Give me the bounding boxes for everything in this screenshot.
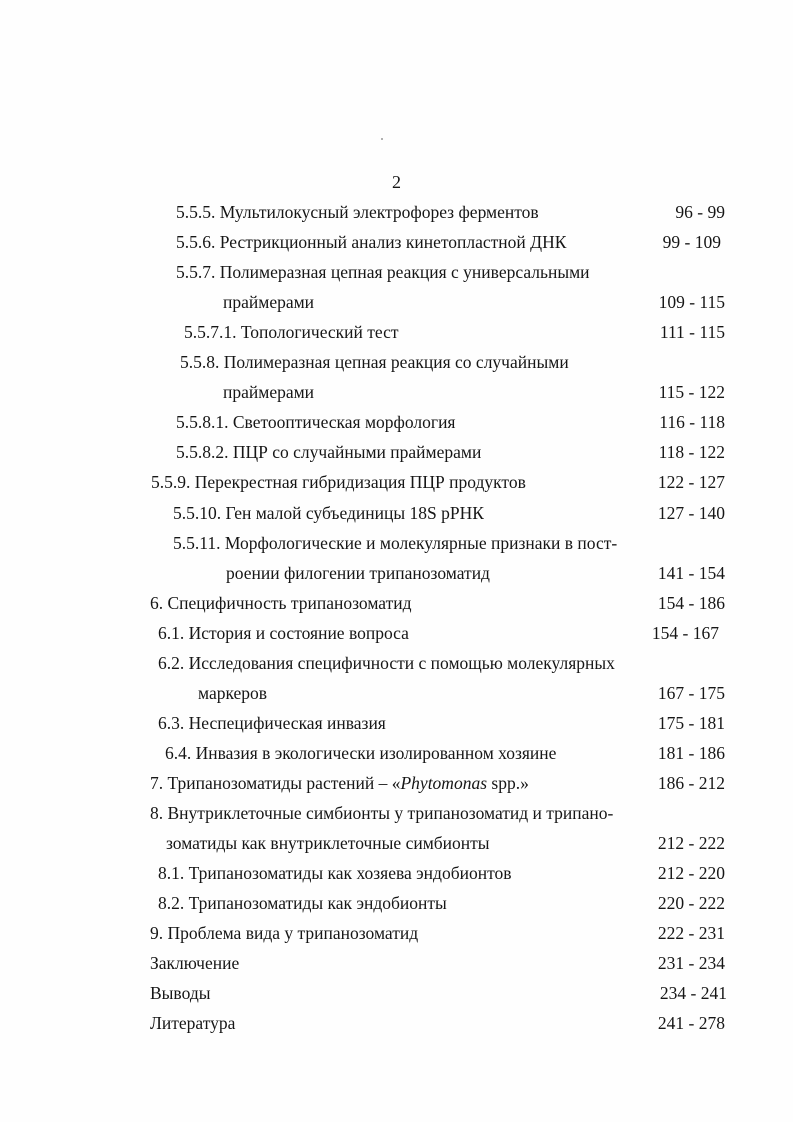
toc-entry-title: праймерами xyxy=(223,381,314,403)
toc-entry-text: Выводы xyxy=(150,983,211,1004)
toc-entry-text: 6.1. История и состояние вопроса xyxy=(158,622,409,643)
toc-entry-title: Заключение xyxy=(150,952,239,974)
toc-entry-title: 5.5.7.1. Топологический тест xyxy=(184,321,399,343)
toc-entry-text: роении филогении трипанозоматид xyxy=(226,562,490,583)
toc-entry-pages: 111 - 115 xyxy=(659,322,725,343)
toc-entry-pages: 116 - 118 xyxy=(659,412,725,433)
toc-entry-title: 5.5.10. Ген малой субъединицы 18S рРНК xyxy=(173,502,484,524)
toc-entry-title: 5.5.5. Мультилокусный электрофорез ферме… xyxy=(176,201,539,223)
toc-entry-pages: 154 - 186 xyxy=(657,592,725,613)
toc-entry-text: 5.5.10. Ген малой субъединицы 18S рРНК xyxy=(173,502,484,523)
toc-entry-pages: 231 - 234 xyxy=(657,953,725,974)
toc-entry-text: 5.5.8.2. ПЦР со случайными праймерами xyxy=(176,442,482,463)
toc-entry-pages: 181 - 186 xyxy=(657,742,725,763)
toc-entry-pages: 234 - 241 xyxy=(659,983,727,1004)
toc-entry-text: маркеров xyxy=(198,682,268,703)
toc-entry-text: 6. Специфичность трипанозоматид xyxy=(150,592,412,613)
toc-entry-text: 5.5.9. Перекрестная гибридизация ПЦР про… xyxy=(151,472,526,493)
toc-entry-title: 9. Проблема вида у трипанозоматид xyxy=(150,922,418,944)
toc-entry-title: маркеров xyxy=(198,682,267,704)
toc-entry-title: 5.5.6. Рестрикционный анализ кинетопласт… xyxy=(176,231,566,253)
toc-entry-text: зоматиды как внутриклеточные симбионты xyxy=(166,833,490,854)
toc-entry-pages: 154 - 167 xyxy=(651,622,719,643)
toc-entry-text: Литература xyxy=(150,1013,236,1034)
toc-entry-title: 5.5.9. Перекрестная гибридизация ПЦР про… xyxy=(151,471,526,493)
toc-entry-pages: 127 - 140 xyxy=(657,502,725,523)
toc-entry-text: 8. Внутриклеточные симбионты у трипанозо… xyxy=(150,803,614,823)
toc-entry-pages: 175 - 181 xyxy=(657,712,725,733)
toc-entry-title: 5.5.11. Морфологические и молекулярные п… xyxy=(173,532,617,554)
toc-entry-text: Заключение xyxy=(150,953,240,974)
toc-entry-text: 5.5.5. Мультилокусный электрофорез ферме… xyxy=(176,202,539,222)
toc-entry-title: 8.1. Трипанозоматиды как хозяева эндобио… xyxy=(158,862,512,884)
toc-entry-pages: 212 - 222 xyxy=(657,833,725,854)
toc-entry-title: зоматиды как внутриклеточные симбионты xyxy=(166,832,490,854)
toc-entry-pages: 222 - 231 xyxy=(657,923,725,944)
toc-entry-title: Литература xyxy=(150,1012,235,1034)
toc-entry-pages: 122 - 127 xyxy=(657,472,725,493)
toc-entry-pages: 141 - 154 xyxy=(657,562,725,583)
toc-entry-title: 6.4. Инвазия в экологически изолированно… xyxy=(165,742,556,764)
toc-entry-text: 6.3. Неспецифическая инвазия xyxy=(158,712,386,733)
toc-entry-title: 5.5.8. Полимеразная цепная реакция со сл… xyxy=(180,351,569,373)
toc-entry-title: праймерами xyxy=(223,291,314,313)
toc-entry-pages: 186 - 212 xyxy=(657,772,725,793)
toc-entry-pages: 220 - 222 xyxy=(657,893,725,914)
toc-entry-pages: 99 - 109 xyxy=(662,232,721,253)
scan-speck xyxy=(381,138,383,140)
toc-entry-text: 6.4. Инвазия в экологически изолированно… xyxy=(165,742,557,763)
toc-entry-title: 8. Внутриклеточные симбионты у трипанозо… xyxy=(150,802,613,824)
toc-entry-text: праймерами xyxy=(223,382,315,403)
toc-entry-pages: 241 - 278 xyxy=(657,1013,725,1034)
toc-entry-title: роении филогении трипанозоматид xyxy=(226,562,490,584)
toc-entry-title: 6.1. История и состояние вопроса xyxy=(158,622,409,644)
toc-entry-title: 8.2. Трипанозоматиды как эндобионты xyxy=(158,892,447,914)
toc-entry-title: Выводы xyxy=(150,982,210,1004)
toc-entry-suffix: spp.» xyxy=(487,772,529,793)
toc-entry-pages: 115 - 122 xyxy=(658,382,725,403)
toc-entry-text: 5.5.11. Морфологические и молекулярные п… xyxy=(173,532,618,553)
toc-entry-title: 7. Трипанозоматиды растений – «Phytomona… xyxy=(150,772,529,794)
toc-entry-title: 5.5.7. Полимеразная цепная реакция с уни… xyxy=(176,261,590,283)
toc-entry-text: 5.5.8. Полимеразная цепная реакция со сл… xyxy=(180,352,569,373)
toc-entry-text: 8.2. Трипанозоматиды как эндобионты xyxy=(158,893,447,914)
toc-entry-pages: 109 - 115 xyxy=(658,292,725,313)
toc-entry-text: 5.5.8.1. Светооптическая морфология xyxy=(176,412,456,433)
toc-entry-pages: 167 - 175 xyxy=(657,682,725,703)
toc-entry-text: 5.5.7. Полимеразная цепная реакция с уни… xyxy=(176,262,590,283)
toc-entry-text: 6.2. Исследования специфичности с помощь… xyxy=(158,652,615,673)
toc-entry-text: 5.5.6. Рестрикционный анализ кинетопласт… xyxy=(176,232,567,253)
toc-entry-pages: 96 - 99 xyxy=(675,202,725,222)
toc-entry-title: 6. Специфичность трипанозоматид xyxy=(150,592,412,614)
toc-entry-title: 6.2. Исследования специфичности с помощь… xyxy=(158,652,615,674)
page-number: 2 xyxy=(392,172,401,192)
toc-entry-text: 5.5.7.1. Топологический тест xyxy=(184,322,399,343)
toc-entry-pages: 118 - 122 xyxy=(658,442,725,463)
toc-entry-title: 5.5.8.1. Светооптическая морфология xyxy=(176,411,455,433)
toc-entry-italic-text: Phytomonas xyxy=(400,772,488,793)
toc-entry-text: 9. Проблема вида у трипанозоматид xyxy=(150,923,419,944)
toc-entry-text: 7. Трипанозоматиды растений – « xyxy=(150,772,401,793)
toc-entry-text: 8.1. Трипанозоматиды как хозяева эндобио… xyxy=(158,863,512,884)
toc-entry-text: праймерами xyxy=(223,292,315,313)
toc-entry-pages: 212 - 220 xyxy=(657,863,725,884)
toc-entry-title: 6.3. Неспецифическая инвазия xyxy=(158,712,386,734)
toc-entry-title: 5.5.8.2. ПЦР со случайными праймерами xyxy=(176,441,481,463)
